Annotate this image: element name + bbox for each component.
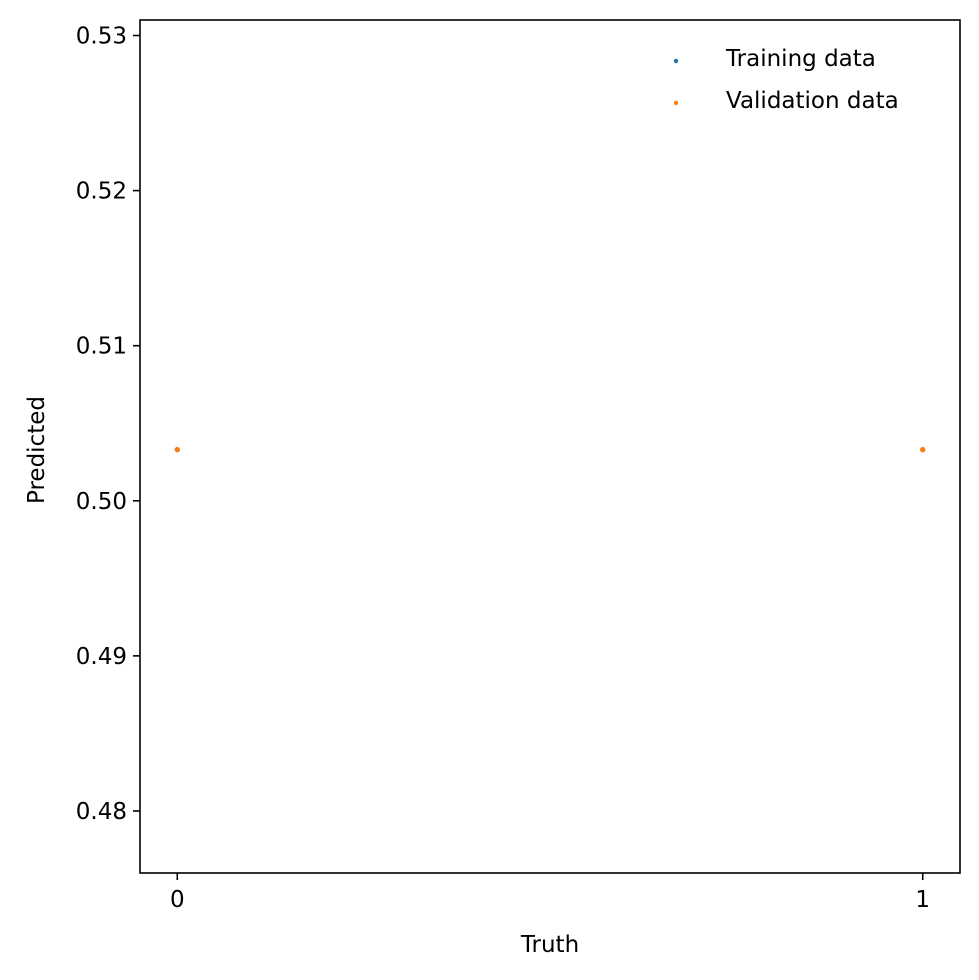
legend-marker-series-1	[673, 58, 679, 64]
x-tick-label: 1	[915, 887, 930, 913]
y-tick-label: 0.52	[76, 179, 127, 205]
y-tick-label: 0.48	[76, 799, 127, 825]
legend: Training data Validation data	[673, 46, 899, 114]
legend-marker-series-2	[673, 100, 679, 106]
y-tick-label: 0.53	[76, 24, 127, 50]
legend-label-series-2: Validation data	[726, 88, 899, 114]
y-tick-label: 0.49	[76, 644, 127, 670]
data-point-series-2	[920, 447, 926, 453]
y-tick-label: 0.51	[76, 334, 127, 360]
x-tick-label: 0	[170, 887, 185, 913]
legend-label-series-1: Training data	[725, 46, 876, 72]
y-axis-label: Predicted	[24, 396, 50, 504]
plot-frame	[139, 19, 961, 874]
plot-area	[140, 20, 960, 873]
data-points	[174, 447, 926, 453]
x-axis-label: Truth	[520, 932, 579, 958]
y-tick-label: 0.50	[76, 489, 127, 515]
data-point-series-2	[174, 447, 180, 453]
y-axis: 0.48 0.49 0.50 0.51 0.52 0.53	[76, 24, 140, 825]
